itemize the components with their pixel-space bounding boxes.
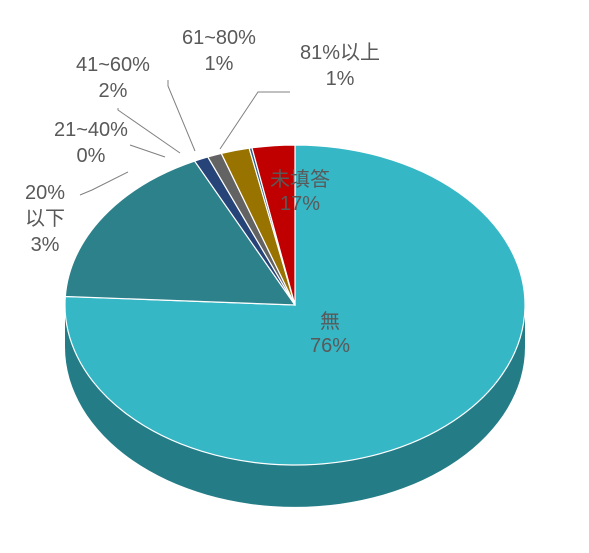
pie-chart-3d: 無76%未填答17%81%以上1%61~80%1%41~60%2%21~40%0… bbox=[0, 0, 589, 553]
leader-line bbox=[220, 92, 290, 149]
leader-line bbox=[168, 80, 195, 151]
leader-line bbox=[118, 108, 180, 153]
leader-line bbox=[130, 145, 165, 157]
leader-line bbox=[80, 172, 128, 195]
